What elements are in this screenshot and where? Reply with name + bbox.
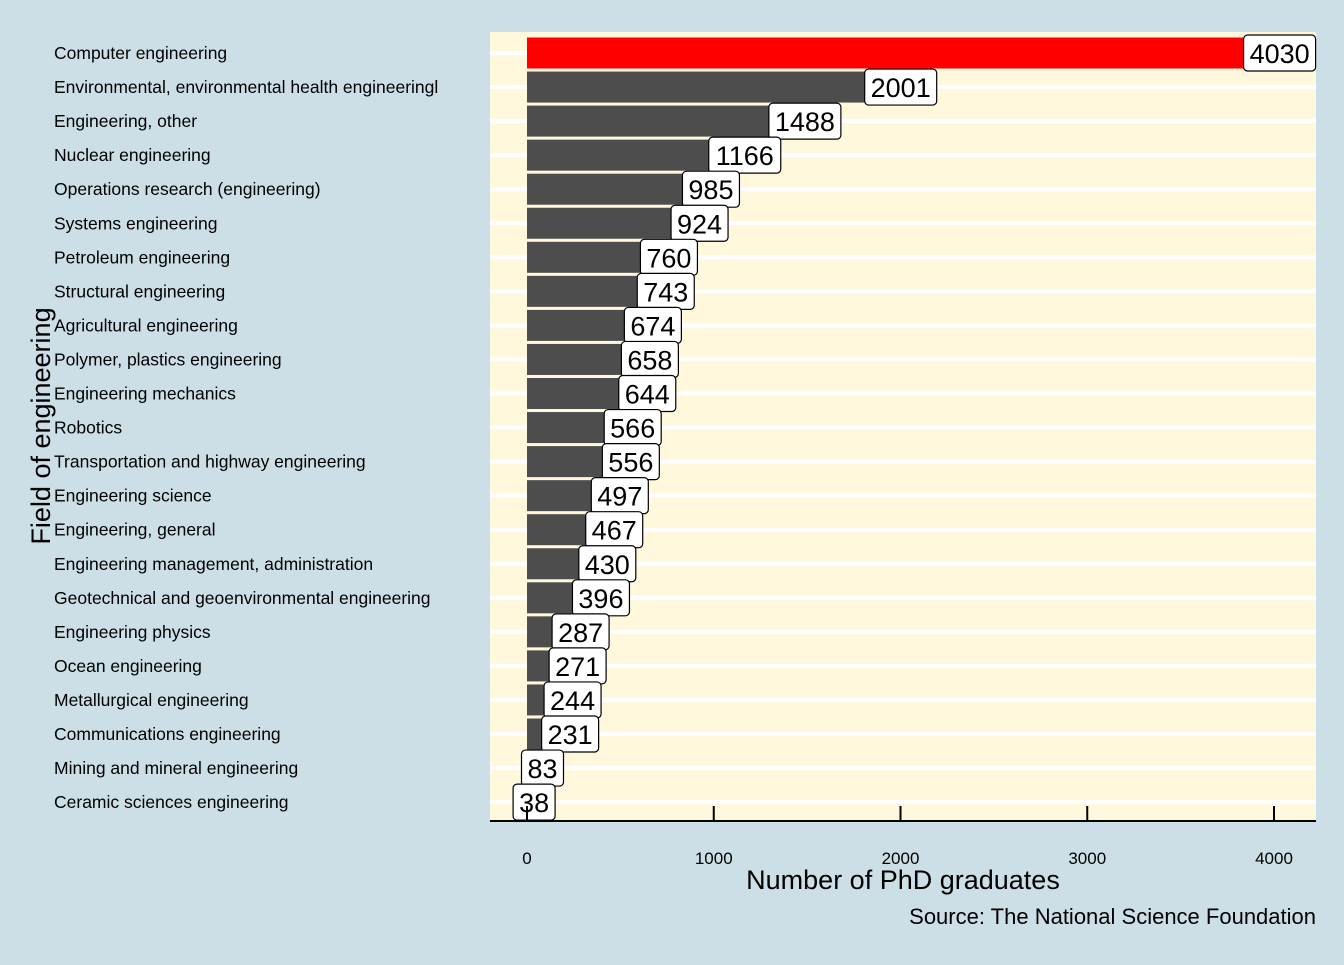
data-label: 271	[548, 647, 607, 685]
category-label: Agricultural engineering	[54, 315, 238, 335]
data-label: 497	[590, 477, 649, 515]
source-caption: Source: The National Science Foundation	[909, 904, 1316, 929]
category-label: Ocean engineering	[54, 656, 202, 676]
data-label: 1488	[768, 102, 842, 140]
category-label: Computer engineering	[54, 43, 227, 63]
data-label: 4030	[1243, 34, 1317, 72]
category-label: Petroleum engineering	[54, 247, 230, 267]
category-label: Engineering science	[54, 486, 212, 506]
data-label: 556	[601, 443, 660, 481]
data-label-text: 467	[592, 516, 637, 546]
category-label: Structural engineering	[54, 281, 225, 301]
data-label: 244	[543, 681, 602, 719]
data-label-text: 4030	[1250, 39, 1310, 69]
category-label: Environmental, environmental health engi…	[54, 77, 438, 97]
data-label-text: 556	[608, 448, 653, 478]
data-label-box	[541, 715, 600, 753]
data-label-text: 244	[550, 686, 595, 716]
category-label: Mining and mineral engineering	[54, 758, 298, 778]
category-label: Robotics	[54, 418, 122, 438]
data-label: 658	[620, 340, 679, 379]
data-label-text: 743	[643, 277, 688, 307]
category-label: Geotechnical and geoenvironmental engine…	[54, 588, 431, 608]
category-labels: Computer engineering Environmental, envir…	[54, 43, 438, 812]
data-label-text: 287	[558, 618, 603, 648]
data-label: 924	[670, 204, 729, 242]
bar	[527, 173, 711, 205]
category-label: Polymer, plastics engineering	[54, 349, 282, 369]
data-label: 2001	[864, 68, 938, 106]
data-label: 231	[541, 715, 600, 753]
data-label-box	[768, 102, 842, 140]
data-label-box	[1243, 34, 1317, 72]
data-label: 83	[520, 749, 565, 787]
data-label: 674	[623, 306, 682, 344]
data-label-text: 924	[677, 209, 722, 239]
bar	[527, 71, 901, 103]
data-label: 287	[551, 613, 610, 651]
data-label-text: 644	[625, 380, 670, 410]
category-label: Nuclear engineering	[54, 145, 211, 165]
data-label-box	[670, 204, 729, 242]
data-label-box	[708, 136, 782, 174]
data-label-text: 1166	[716, 141, 774, 171]
category-label: Operations research (engineering)	[54, 179, 321, 199]
data-label: 644	[618, 374, 677, 413]
category-label: Engineering physics	[54, 622, 211, 642]
data-label-text: 674	[630, 311, 675, 341]
x-tick-label: 4000	[1255, 849, 1293, 868]
category-label: Communications engineering	[54, 724, 281, 744]
data-label: 430	[578, 545, 637, 583]
data-label: 760	[639, 238, 699, 276]
data-label: 396	[571, 579, 631, 617]
x-tick-label: 2000	[882, 849, 920, 868]
category-label: Metallurgical engineering	[54, 690, 249, 710]
category-label: Engineering mechanics	[54, 384, 236, 404]
data-label: 467	[585, 511, 644, 549]
x-axis-ticks: 0 1000 2000 3000 4000	[522, 806, 1293, 868]
category-label: Transportation and highway engineering	[54, 452, 366, 472]
data-label-text: 497	[597, 482, 642, 512]
data-label-text: 430	[585, 550, 630, 580]
category-label: Systems engineering	[54, 213, 217, 233]
bar	[527, 37, 1280, 69]
category-label: Engineering, other	[54, 111, 197, 131]
data-label: 743	[636, 272, 695, 310]
data-label-text: 2001	[871, 73, 931, 103]
data-label-text: 396	[578, 584, 623, 614]
data-label: 1166	[708, 136, 782, 174]
data-label-text: 985	[688, 175, 733, 205]
x-tick-label: 3000	[1068, 849, 1106, 868]
x-axis-title: Number of PhD graduates	[746, 865, 1060, 895]
y-axis-title: Field of engineering	[26, 307, 56, 544]
data-label-box	[864, 68, 938, 106]
x-tick-label: 0	[522, 849, 531, 868]
data-label-text: 760	[646, 243, 691, 273]
bar	[527, 105, 805, 137]
data-label: 566	[603, 408, 662, 447]
x-tick-label: 1000	[695, 849, 733, 868]
data-label-text: 566	[610, 414, 655, 444]
data-label-text: 231	[548, 720, 593, 750]
data-label-text: 1488	[775, 107, 835, 137]
category-label: Ceramic sciences engineering	[54, 792, 288, 812]
data-label: 985	[681, 170, 741, 208]
data-label-text: 83	[527, 754, 557, 784]
data-label-text: 271	[555, 652, 600, 682]
category-label: Engineering, general	[54, 520, 216, 540]
data-label-text: 38	[519, 788, 549, 818]
category-label: Engineering management, administration	[54, 554, 373, 574]
data-label: 38	[512, 783, 556, 821]
data-label-text: 658	[627, 345, 672, 375]
